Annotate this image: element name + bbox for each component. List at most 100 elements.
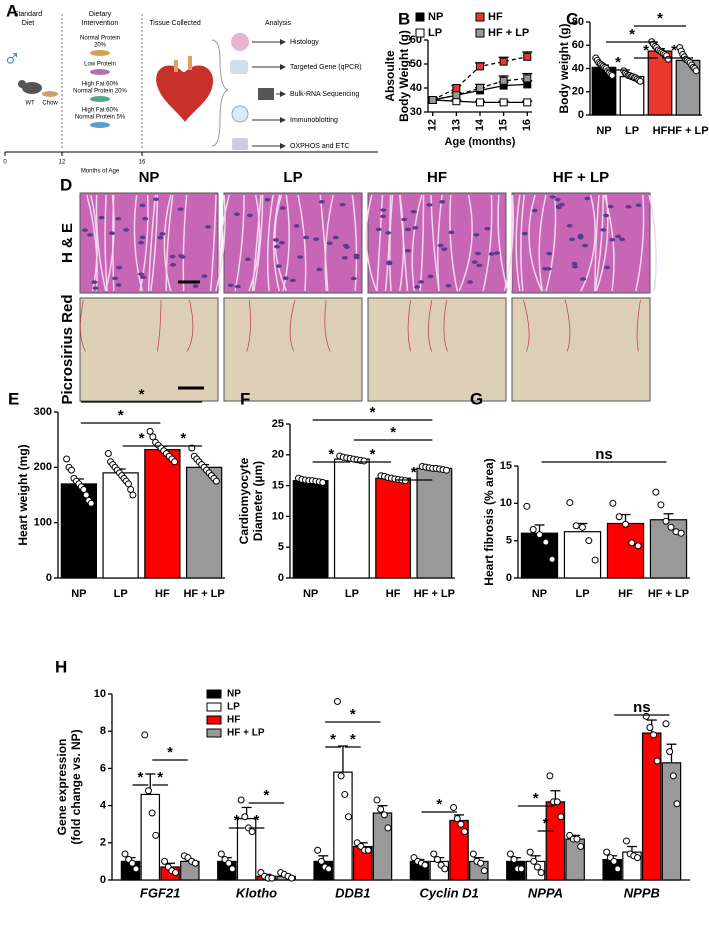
panel-d: D NP LP HF HF + LP H & E Picrosirius Red	[59, 169, 657, 405]
nucleus	[615, 234, 622, 239]
histology-image	[511, 297, 651, 402]
nucleus	[555, 204, 562, 209]
nucleus	[350, 276, 357, 281]
tissue-gap	[351, 194, 358, 292]
tissue-gap	[147, 194, 157, 292]
nucleus	[341, 256, 348, 260]
marker	[476, 98, 484, 107]
panel-label: D	[60, 175, 72, 194]
y-axis-label: Absoulte	[383, 50, 397, 102]
data-point	[653, 757, 661, 765]
analysis-label: Immunoblotting	[290, 117, 338, 124]
data-point	[171, 458, 179, 466]
analysis-icon	[230, 60, 248, 74]
data-point	[628, 539, 636, 547]
data-point	[662, 517, 670, 525]
y-tick-label: 5	[506, 535, 512, 547]
significance-label: *	[643, 42, 649, 59]
collagen-fiber	[246, 299, 251, 352]
timeline-tick-label: 16	[139, 160, 146, 166]
y-tick-label: 0	[100, 874, 106, 886]
nucleus	[303, 235, 310, 240]
significance-label: *	[533, 790, 539, 807]
marker	[523, 74, 532, 83]
data-point	[526, 848, 534, 856]
nucleus	[313, 237, 320, 241]
tissue-gap	[595, 194, 609, 292]
y-tick-label: 0	[46, 572, 52, 584]
nucleus	[227, 283, 234, 288]
significance-label: *	[629, 26, 635, 43]
marker	[476, 84, 484, 92]
data-point	[673, 800, 681, 808]
data-point	[530, 857, 538, 865]
sex-symbol: ♂	[3, 45, 21, 72]
x-tick-label: Cyclin D1	[420, 885, 479, 900]
y-tick-label: 5	[278, 541, 284, 553]
diet-label: High Fat 60%	[82, 108, 119, 114]
collagen-fiber	[427, 299, 433, 352]
y-tick-label: 30	[410, 106, 422, 118]
x-tick-label: 16	[521, 119, 533, 131]
heart-icon	[156, 65, 214, 122]
x-tick-label: NPPB	[624, 885, 660, 900]
significance-label: *	[118, 407, 124, 424]
data-point	[636, 77, 644, 85]
collagen-fiber	[80, 299, 86, 352]
y-tick-label: 50	[410, 58, 422, 70]
y-axis-label: (fold change vs. NP)	[69, 729, 83, 844]
tissue-gap	[458, 194, 473, 292]
data-point	[212, 477, 220, 485]
x-tick-label: NPPA	[528, 885, 563, 900]
series-line	[432, 77, 528, 101]
x-tick-label: HF + LP	[648, 588, 689, 600]
nucleus	[445, 283, 452, 288]
nucleus	[439, 200, 446, 204]
bar	[375, 477, 412, 579]
bar	[185, 466, 223, 579]
nucleus	[233, 212, 240, 216]
data-point	[248, 828, 256, 836]
significance-label: *	[543, 815, 549, 832]
data-point	[506, 850, 514, 858]
legend-marker	[475, 12, 485, 22]
nucleus	[192, 284, 199, 288]
brace	[211, 39, 229, 147]
x-tick-label: DDB1	[335, 885, 370, 900]
diet-icon	[90, 50, 110, 56]
nucleus	[609, 237, 616, 242]
significance-label: *	[137, 769, 143, 786]
nucleus	[201, 274, 208, 278]
nucleus	[635, 203, 642, 208]
y-axis-label: Diameter (µm)	[251, 461, 265, 541]
data-point	[477, 859, 485, 867]
y-tick-label: 10	[94, 688, 106, 700]
tissue-gap	[594, 194, 600, 292]
data-point	[603, 848, 611, 856]
data-point	[341, 790, 349, 798]
collagen-fiber	[636, 299, 641, 352]
tissue-gap	[324, 194, 334, 292]
analysis-label: Histology	[290, 39, 319, 46]
nucleus	[571, 261, 578, 266]
y-tick-label: 15	[272, 480, 284, 492]
tissue-gap	[515, 194, 521, 292]
nucleus	[582, 243, 589, 248]
nucleus	[316, 267, 323, 272]
data-point	[692, 67, 700, 75]
y-tick-label: 300	[34, 406, 52, 418]
nucleus	[139, 203, 146, 208]
x-tick-label: HF	[386, 588, 401, 600]
significance-label: *	[330, 731, 336, 748]
data-point	[430, 850, 438, 858]
data-point	[104, 450, 112, 457]
column-label: HF	[427, 169, 447, 186]
legend-label: NP	[227, 689, 241, 700]
data-point	[373, 796, 381, 804]
significance-label: *	[671, 42, 677, 59]
nucleus	[177, 207, 184, 211]
marker	[499, 76, 508, 85]
diet-label: Normal Protein 5%	[75, 115, 126, 121]
y-tick-label: 2	[100, 837, 106, 849]
nucleus	[404, 249, 411, 253]
